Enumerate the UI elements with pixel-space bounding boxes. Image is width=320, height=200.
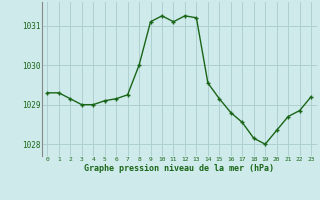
X-axis label: Graphe pression niveau de la mer (hPa): Graphe pression niveau de la mer (hPa): [84, 164, 274, 173]
